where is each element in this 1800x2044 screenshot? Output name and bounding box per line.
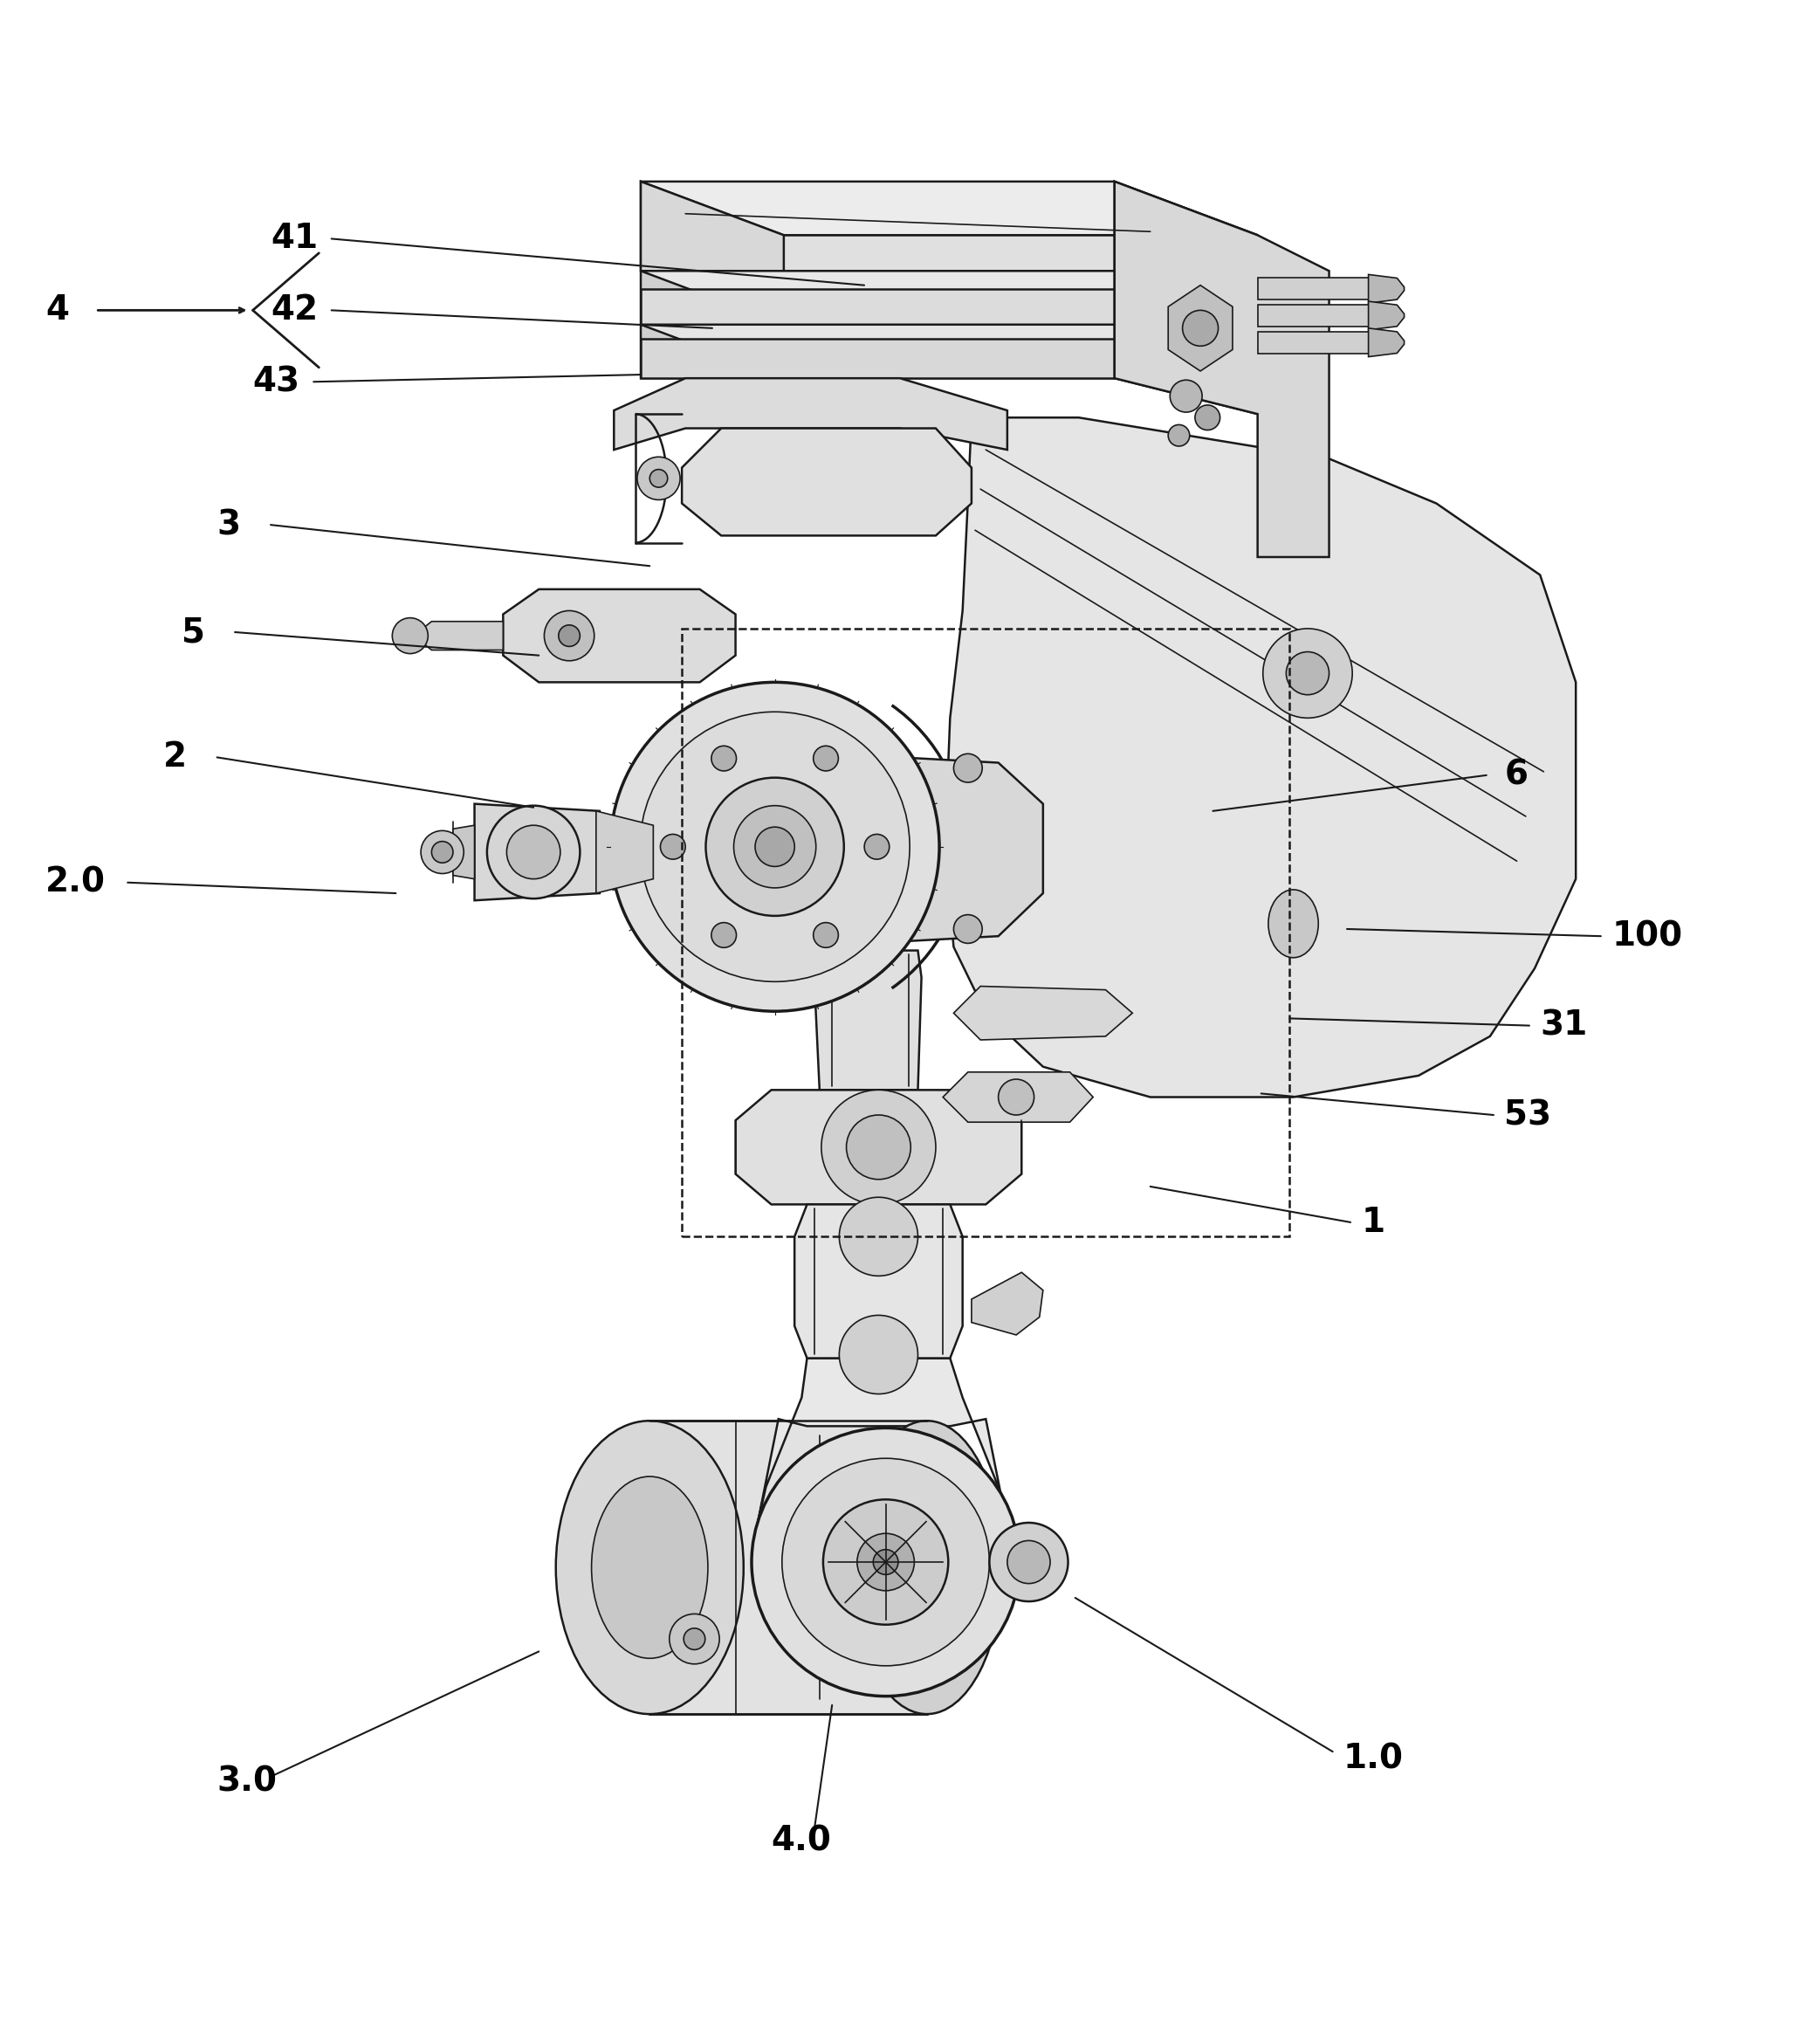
Polygon shape [682, 429, 972, 536]
Circle shape [392, 617, 428, 654]
Polygon shape [641, 325, 1258, 378]
Circle shape [823, 1500, 949, 1625]
Circle shape [839, 1198, 918, 1275]
Bar [650, 1421, 927, 1715]
Text: 2.0: 2.0 [45, 867, 106, 899]
Polygon shape [1258, 305, 1368, 327]
Polygon shape [758, 1357, 1008, 1527]
Circle shape [670, 1615, 720, 1664]
Text: 100: 100 [1611, 920, 1683, 953]
Polygon shape [1114, 182, 1328, 558]
Circle shape [661, 834, 686, 858]
Polygon shape [736, 1089, 1022, 1204]
Polygon shape [814, 950, 922, 1089]
Circle shape [711, 922, 736, 948]
Polygon shape [1114, 182, 1258, 272]
Circle shape [488, 805, 580, 899]
Polygon shape [454, 826, 475, 879]
Circle shape [1170, 380, 1202, 413]
Ellipse shape [851, 1421, 1003, 1715]
Polygon shape [945, 417, 1575, 1098]
Polygon shape [596, 811, 653, 893]
Polygon shape [641, 272, 1258, 325]
Circle shape [781, 1457, 990, 1666]
Polygon shape [1258, 331, 1368, 354]
Text: 2: 2 [164, 740, 187, 775]
Circle shape [641, 711, 909, 981]
Ellipse shape [556, 1421, 743, 1715]
Circle shape [954, 754, 983, 783]
Ellipse shape [592, 1476, 707, 1658]
Ellipse shape [1269, 889, 1318, 959]
Polygon shape [641, 288, 1114, 325]
Circle shape [421, 830, 464, 873]
Text: 3.0: 3.0 [218, 1766, 277, 1799]
Circle shape [857, 1533, 914, 1590]
Polygon shape [475, 803, 599, 901]
Circle shape [873, 1549, 898, 1574]
Polygon shape [641, 339, 1114, 378]
Circle shape [1168, 425, 1190, 446]
Polygon shape [943, 1071, 1093, 1122]
Circle shape [999, 1079, 1033, 1114]
Circle shape [544, 611, 594, 660]
Polygon shape [641, 182, 783, 272]
Text: 53: 53 [1505, 1098, 1552, 1132]
Circle shape [752, 1429, 1021, 1697]
Circle shape [814, 746, 839, 771]
Circle shape [706, 777, 844, 916]
Polygon shape [1368, 300, 1404, 329]
Polygon shape [1368, 274, 1404, 303]
Polygon shape [641, 182, 1258, 235]
Circle shape [1008, 1541, 1049, 1584]
Bar [682, 630, 1291, 1237]
Text: 6: 6 [1505, 758, 1528, 791]
Polygon shape [1258, 278, 1368, 300]
Circle shape [637, 458, 680, 501]
Circle shape [990, 1523, 1067, 1600]
Text: 5: 5 [182, 615, 205, 648]
Text: 42: 42 [270, 294, 319, 327]
Circle shape [814, 922, 839, 948]
Circle shape [558, 625, 580, 646]
Circle shape [734, 805, 815, 887]
Circle shape [684, 1629, 706, 1650]
Polygon shape [641, 182, 783, 378]
Polygon shape [954, 987, 1132, 1040]
Circle shape [610, 683, 940, 1012]
Polygon shape [1114, 272, 1258, 360]
Text: 4: 4 [45, 294, 68, 327]
Circle shape [846, 1114, 911, 1179]
Circle shape [954, 916, 983, 944]
Circle shape [432, 842, 454, 863]
Circle shape [839, 1314, 918, 1394]
Circle shape [506, 826, 560, 879]
Circle shape [864, 834, 889, 858]
Circle shape [1195, 405, 1220, 429]
Text: 1: 1 [1361, 1206, 1384, 1239]
Circle shape [650, 470, 668, 486]
Circle shape [821, 1089, 936, 1204]
Polygon shape [414, 621, 502, 650]
Polygon shape [1114, 325, 1258, 415]
Text: 3: 3 [218, 509, 241, 542]
Polygon shape [641, 235, 1114, 272]
Text: 43: 43 [252, 366, 301, 399]
Polygon shape [1168, 286, 1233, 372]
Text: 4.0: 4.0 [770, 1825, 832, 1858]
Circle shape [711, 746, 736, 771]
Circle shape [1287, 652, 1328, 695]
Circle shape [1183, 311, 1219, 345]
Polygon shape [502, 589, 736, 683]
Polygon shape [972, 1271, 1042, 1335]
Polygon shape [614, 378, 1008, 450]
Polygon shape [1368, 329, 1404, 358]
Polygon shape [900, 758, 1042, 942]
Circle shape [756, 828, 794, 867]
Text: 31: 31 [1541, 1010, 1588, 1042]
Text: 41: 41 [270, 223, 319, 256]
Polygon shape [794, 1204, 963, 1357]
Circle shape [1264, 630, 1352, 717]
Text: 1.0: 1.0 [1343, 1741, 1404, 1776]
